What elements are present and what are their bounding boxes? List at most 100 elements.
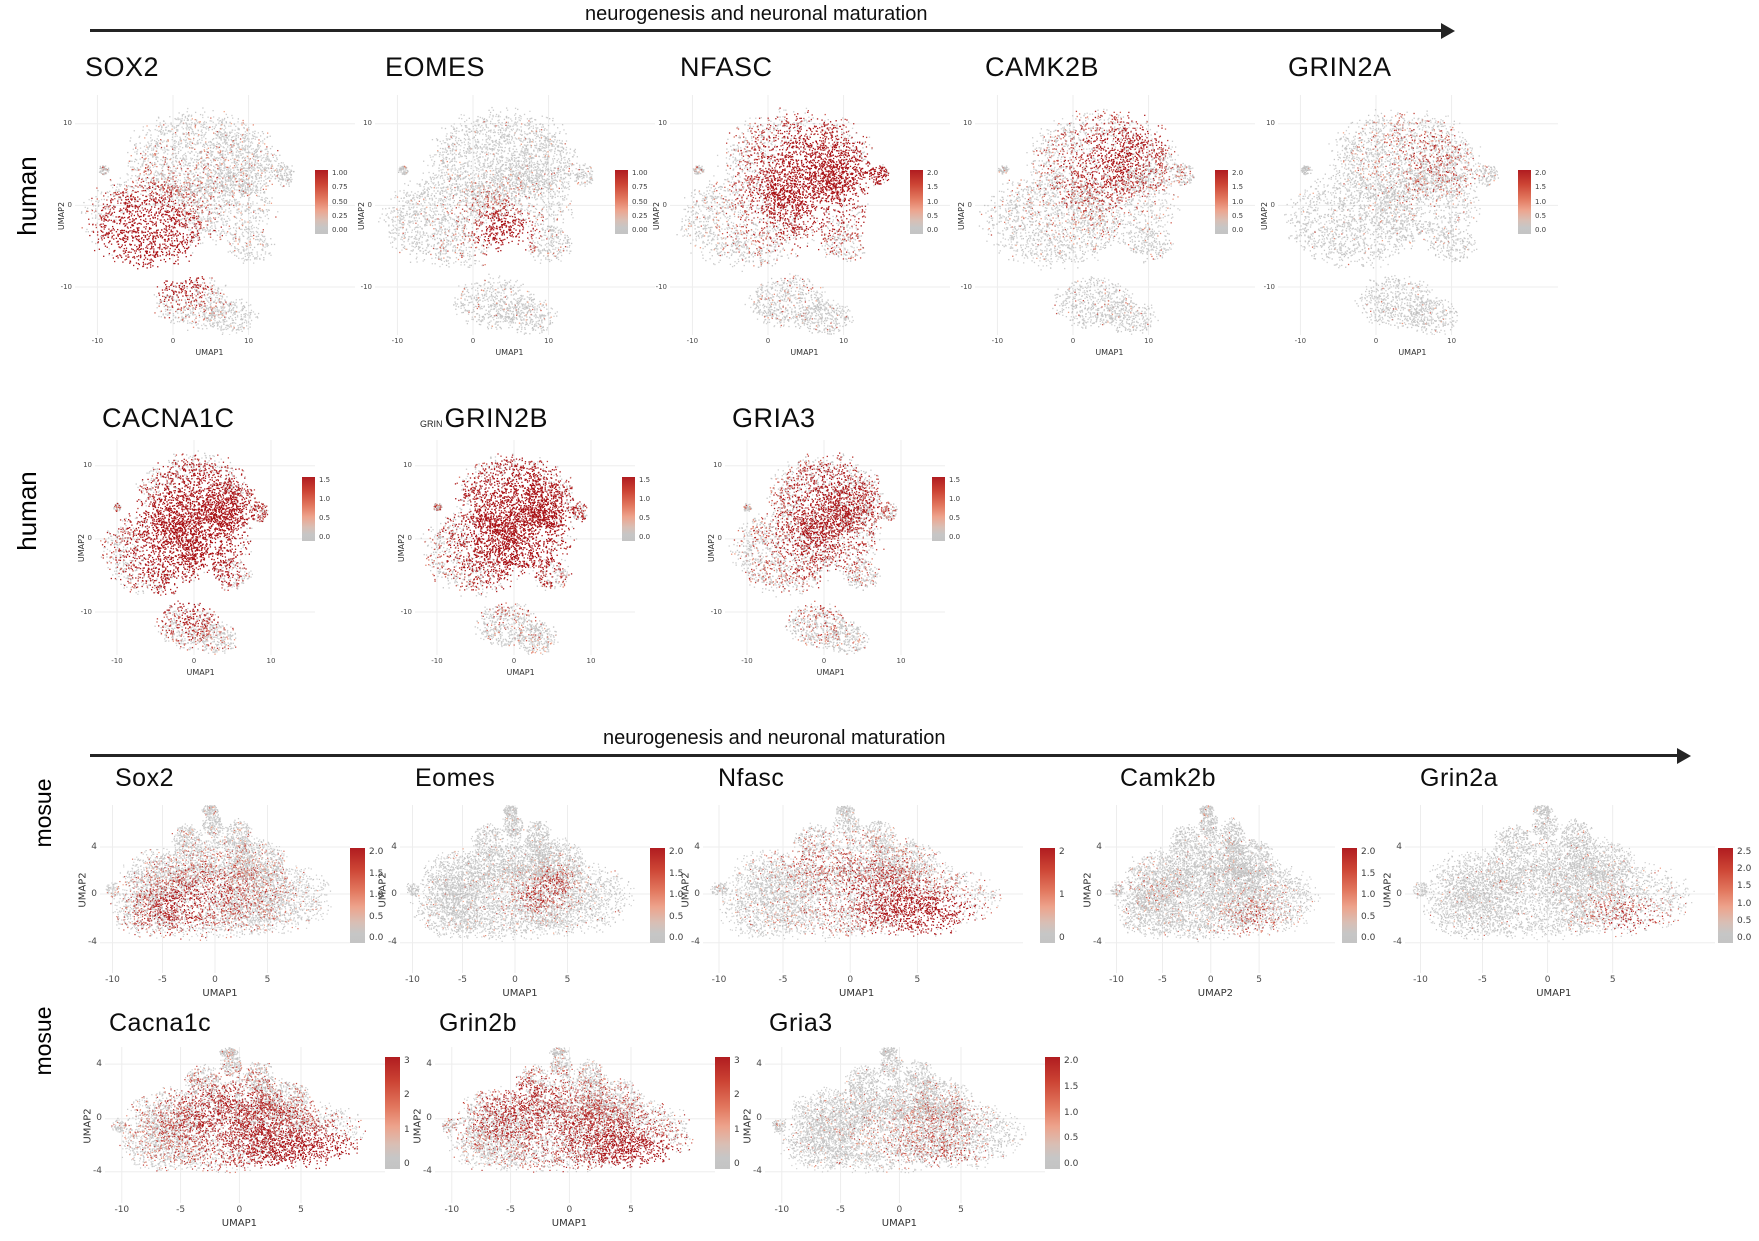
x-axis-tick: 5 (914, 975, 921, 985)
colorbar-tick: 2.0 (1232, 169, 1244, 177)
panel-title: NFASC (678, 52, 773, 83)
colorbar-tick: 2 (404, 1090, 410, 1101)
colorbar-tick: 0 (734, 1159, 740, 1169)
colorbar-gradient (1045, 1057, 1060, 1169)
colorbar-tick: 1.00 (332, 169, 348, 177)
colorbar: 1.00 0.75 0.50 0.25 0.00 (615, 170, 648, 234)
colorbar-tick: 0.0 (949, 533, 961, 541)
panel-mouse-camk2b: Camk2b 4 0 -4 -10 -5 0 5 UMAP2 UMAP2 2.0 1.5 1.0 0.5 0… (1083, 760, 1402, 1005)
y-axis-tick: 10 (658, 119, 667, 128)
panel-human-grin2b: GRINGRIN2B 10 0 -10 -10 0 10 UMAP2 UMAP1 1.5 1.0 0.… (390, 385, 682, 687)
x-axis-tick: 10 (544, 337, 554, 345)
y-axis-label: UMAP2 (397, 533, 407, 563)
umap-scatter-canvas (400, 805, 650, 973)
umap-scatter-canvas (75, 95, 355, 335)
panel-mouse-gria3: Gria3 4 0 -4 -10 -5 0 5 UMAP2 UMAP1 2.0 1.5 1.0 0.5 0.… (743, 1005, 1105, 1235)
x-axis-tick: -5 (458, 975, 467, 985)
panel-human-grin2a: GRIN2A 10 0 -10 -10 0 10 UMAP2 UMAP1 2.0 1.5 1.0 0.5… (1258, 50, 1578, 367)
y-axis-tick: 0 (96, 1113, 102, 1124)
colorbar-tick: 0.0 (369, 933, 384, 943)
x-axis-tick: 5 (958, 1205, 964, 1215)
bottom-arrowhead-icon (1677, 747, 1691, 764)
y-axis-tick: 0 (662, 200, 667, 209)
x-axis-tick: 10 (244, 337, 254, 345)
x-axis-tick: -10 (774, 1205, 790, 1215)
x-axis-tick: -10 (1109, 975, 1124, 985)
panel-human-gria3: GRIA3 10 0 -10 -10 0 10 UMAP2 UMAP1 1.5 1.0 0.5 0.0 (700, 385, 992, 687)
colorbar-tick: 0.75 (632, 183, 648, 192)
colorbar-tick: 1.0 (369, 890, 384, 900)
colorbar-tick: 0.5 (639, 514, 651, 522)
x-axis-tick: -5 (778, 975, 788, 985)
y-axis-tick: -10 (655, 282, 667, 291)
colorbar-tick: 2.0 (1064, 1056, 1079, 1066)
gene-name: EOMES (385, 52, 486, 82)
colorbar-tick: 0.0 (1232, 226, 1244, 234)
panel-human-camk2b: CAMK2B 10 0 -10 -10 0 10 UMAP2 UMAP1 2.0 1.5 1.0 0.5… (955, 50, 1275, 367)
colorbar-tick: 1.5 (669, 868, 684, 879)
colorbar-tick: 0.0 (669, 933, 684, 943)
colorbar: 3 2 1 0 (385, 1057, 410, 1169)
colorbar-gradient (622, 477, 635, 541)
y-axis-tick: 4 (391, 841, 397, 852)
row-label-mouse-2: mosue (30, 1006, 56, 1076)
x-axis-tick: -10 (1413, 975, 1428, 985)
panel-title: Cacna1c (107, 1009, 211, 1038)
x-axis-tick: -10 (405, 975, 420, 985)
y-axis-tick: -10 (400, 607, 412, 616)
panel-title: Eomes (413, 764, 495, 793)
y-axis-tick: 10 (363, 119, 372, 128)
panel-mouse-grin2a: Grin2a 4 0 -4 -10 -5 0 5 UMAP2 UMAP1 2.5 2.0 1.5 1.0 0… (1383, 760, 1759, 1005)
x-axis-tick: -10 (91, 337, 104, 345)
colorbar-tick: 1.5 (949, 476, 961, 484)
x-axis-label: UMAP1 (839, 988, 875, 999)
colorbar: 3 2 1 0 (715, 1057, 740, 1169)
top-arrow (90, 22, 1455, 39)
colorbar: 2 1 0 (1040, 848, 1065, 943)
panel-title: Camk2b (1118, 764, 1216, 793)
y-axis-tick: 10 (1266, 119, 1275, 128)
umap-plot: 10 0 -10 -10 0 10 UMAP2 UMAP1 (707, 440, 945, 677)
colorbar-gradient (350, 848, 365, 943)
y-axis-tick: -4 (93, 1166, 102, 1177)
x-axis-tick: -10 (431, 657, 443, 665)
x-axis-tick: 10 (1447, 337, 1457, 345)
colorbar: 2.0 1.5 1.0 0.5 0.0 (1518, 170, 1546, 234)
panel-mouse-grin2b: Grin2b 4 0 -4 -10 -5 0 5 UMAP2 UMAP1 3 2 1 0 (413, 1005, 775, 1235)
gene-name: GRIN2A (1288, 52, 1392, 82)
y-axis-label: UMAP2 (652, 201, 662, 230)
colorbar-tick: 2 (1059, 847, 1065, 857)
colorbar-gradient (315, 170, 328, 234)
y-axis-tick: -10 (360, 282, 372, 291)
umap-scatter-canvas (435, 1047, 715, 1203)
x-axis-tick: 0 (1207, 975, 1214, 985)
y-axis-tick: 10 (83, 461, 92, 470)
x-axis-tick: -5 (176, 1205, 186, 1215)
panel-title: Nfasc (716, 764, 784, 793)
y-axis-tick: 4 (91, 841, 97, 852)
y-axis-tick: 0 (67, 200, 72, 209)
umap-plot: 4 0 -4 -10 -5 0 5 UMAP2 UMAP1 (681, 805, 1023, 999)
colorbar-tick: 1.0 (949, 495, 961, 503)
colorbar-tick: 0.5 (1361, 911, 1376, 922)
y-axis-label: UMAP2 (77, 871, 89, 908)
umap-scatter-canvas (725, 440, 945, 655)
colorbar-gradient (1215, 170, 1228, 234)
y-axis-tick: 10 (963, 119, 972, 128)
x-axis-tick: -10 (1294, 337, 1307, 345)
x-axis-label: UMAP1 (195, 348, 224, 357)
colorbar: 1.5 1.0 0.5 0.0 (302, 477, 330, 541)
x-axis-label: UMAP1 (221, 1218, 257, 1229)
x-axis-tick: -10 (991, 337, 1004, 345)
umap-plot: 4 0 -4 -10 -5 0 5 UMAP2 UMAP2 (1083, 805, 1335, 999)
colorbar: 1.00 0.75 0.50 0.25 0.00 (315, 170, 348, 234)
colorbar-tick: 0.5 (1737, 915, 1752, 926)
y-axis-label: UMAP2 (1260, 201, 1270, 230)
colorbar-tick: 0.5 (369, 911, 384, 922)
colorbar-tick: 1.5 (1361, 868, 1376, 879)
x-axis-tick: -10 (686, 337, 699, 345)
colorbar-gradient (615, 170, 628, 234)
colorbar-tick: 2.0 (1535, 169, 1547, 177)
y-axis-label: UMAP2 (957, 201, 967, 230)
colorbar-tick: 0.5 (1064, 1133, 1079, 1144)
